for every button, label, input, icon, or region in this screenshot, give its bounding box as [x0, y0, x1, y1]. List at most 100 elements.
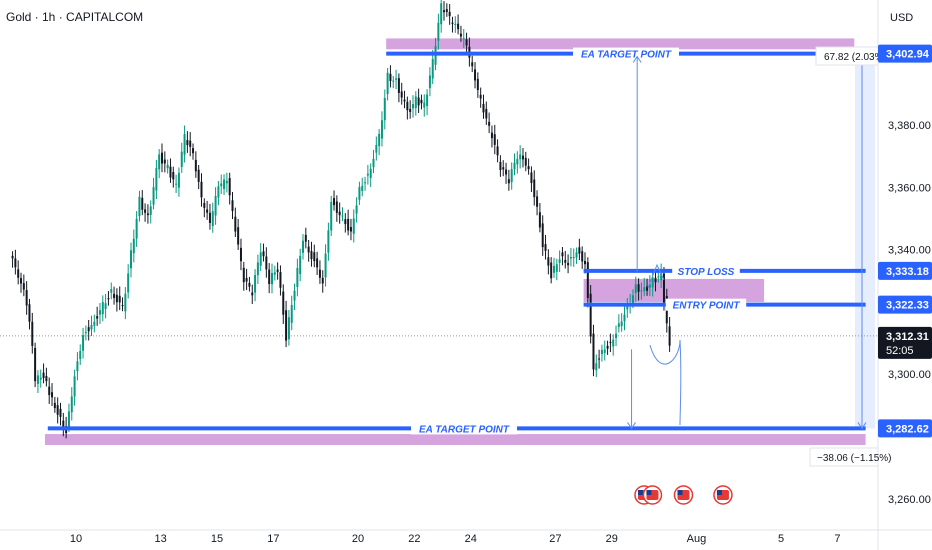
level-label-bg: [411, 422, 517, 435]
candle-body: [98, 310, 101, 315]
candle-body: [217, 186, 220, 198]
candle-body: [186, 140, 189, 146]
candle-body: [397, 78, 400, 93]
candle-body: [62, 420, 65, 428]
candle-body: [90, 324, 93, 330]
candle-body: [496, 146, 499, 156]
candle-body: [321, 277, 324, 284]
candle-body: [248, 282, 251, 287]
candle-body: [366, 173, 369, 176]
candle-body: [87, 327, 90, 332]
candle-body: [39, 377, 42, 380]
x-tick-label: 22: [408, 533, 420, 545]
candle-body: [101, 302, 104, 315]
candle-body: [242, 267, 245, 283]
candle-body: [141, 197, 144, 210]
candle-body: [620, 321, 623, 327]
x-tick-label: 27: [549, 533, 561, 545]
candle-body: [389, 73, 392, 81]
level-label: ENTRY POINT: [673, 301, 741, 312]
candle-body: [79, 350, 82, 359]
candle-body: [589, 293, 592, 337]
candle-body: [285, 310, 288, 341]
candle-body: [341, 215, 344, 217]
candle-body: [637, 284, 640, 292]
candle-body: [640, 290, 643, 292]
candle-body: [262, 251, 265, 257]
candle-body: [273, 272, 276, 275]
candle-body: [192, 148, 195, 154]
candle-body: [259, 252, 262, 266]
candle-body: [414, 96, 417, 108]
candle-body: [411, 104, 414, 109]
candle-body: [239, 247, 242, 262]
candle-body: [355, 205, 358, 214]
candle-body: [352, 218, 355, 234]
projection-zigzag: [647, 263, 665, 289]
candle-body: [482, 103, 485, 113]
level-label-bg: [573, 47, 679, 60]
candle-body: [527, 166, 530, 170]
candle-body: [14, 258, 17, 268]
candle-body: [113, 293, 116, 299]
x-tick-label: 5: [778, 533, 784, 545]
y-tick-label: 3,380.00: [888, 120, 931, 132]
candle-body: [158, 154, 161, 170]
candle-body: [197, 169, 200, 182]
candle-body: [634, 284, 637, 293]
candle-body: [225, 180, 228, 184]
candle-body: [206, 209, 209, 213]
x-tick-label: 15: [211, 533, 223, 545]
candle-body: [513, 162, 516, 170]
candle-body: [313, 252, 316, 262]
candle-body: [34, 347, 37, 382]
candle-body: [445, 9, 448, 12]
candle-body: [558, 259, 561, 263]
candle-body: [279, 271, 282, 288]
candle-body: [417, 97, 420, 106]
candle-body: [67, 411, 70, 427]
candle-body: [606, 345, 609, 349]
candle-body: [228, 178, 231, 196]
candle-body: [270, 272, 273, 285]
y-tick-label: 3,260.00: [888, 494, 931, 506]
candle-body: [426, 94, 429, 106]
candle-body: [386, 72, 389, 95]
candle-body: [538, 212, 541, 228]
price-tag-label: 3,312.31: [886, 331, 929, 343]
candle-body: [643, 287, 646, 292]
candle-body: [372, 158, 375, 168]
candle-body: [17, 269, 20, 278]
candle-body: [169, 166, 172, 178]
candle-body: [454, 24, 457, 26]
candle-body: [349, 227, 352, 232]
candle-body: [82, 335, 85, 351]
candle-body: [152, 187, 155, 205]
candle-body: [530, 172, 533, 184]
candle-body: [132, 238, 135, 254]
x-tick-label: 29: [606, 533, 618, 545]
candle-body: [42, 372, 45, 378]
currency-label[interactable]: USD: [890, 12, 914, 24]
candle-body: [457, 23, 460, 30]
candle-body: [194, 159, 197, 172]
candle-body: [660, 270, 663, 281]
candle-body: [189, 140, 192, 147]
candle-body: [615, 333, 618, 338]
candle-body: [395, 78, 398, 80]
price-tag: [878, 326, 932, 359]
candle-body: [609, 341, 612, 343]
x-tick-label: 17: [267, 533, 279, 545]
candle-body: [256, 262, 259, 276]
candle-body: [493, 134, 496, 145]
candle-body: [237, 227, 240, 245]
candle-body: [324, 253, 327, 278]
projection-curve: [649, 339, 682, 426]
candle-body: [330, 201, 333, 231]
candle-body: [662, 273, 665, 303]
candle-body: [180, 151, 183, 167]
candle-body: [499, 161, 502, 171]
candle-body: [392, 80, 395, 82]
